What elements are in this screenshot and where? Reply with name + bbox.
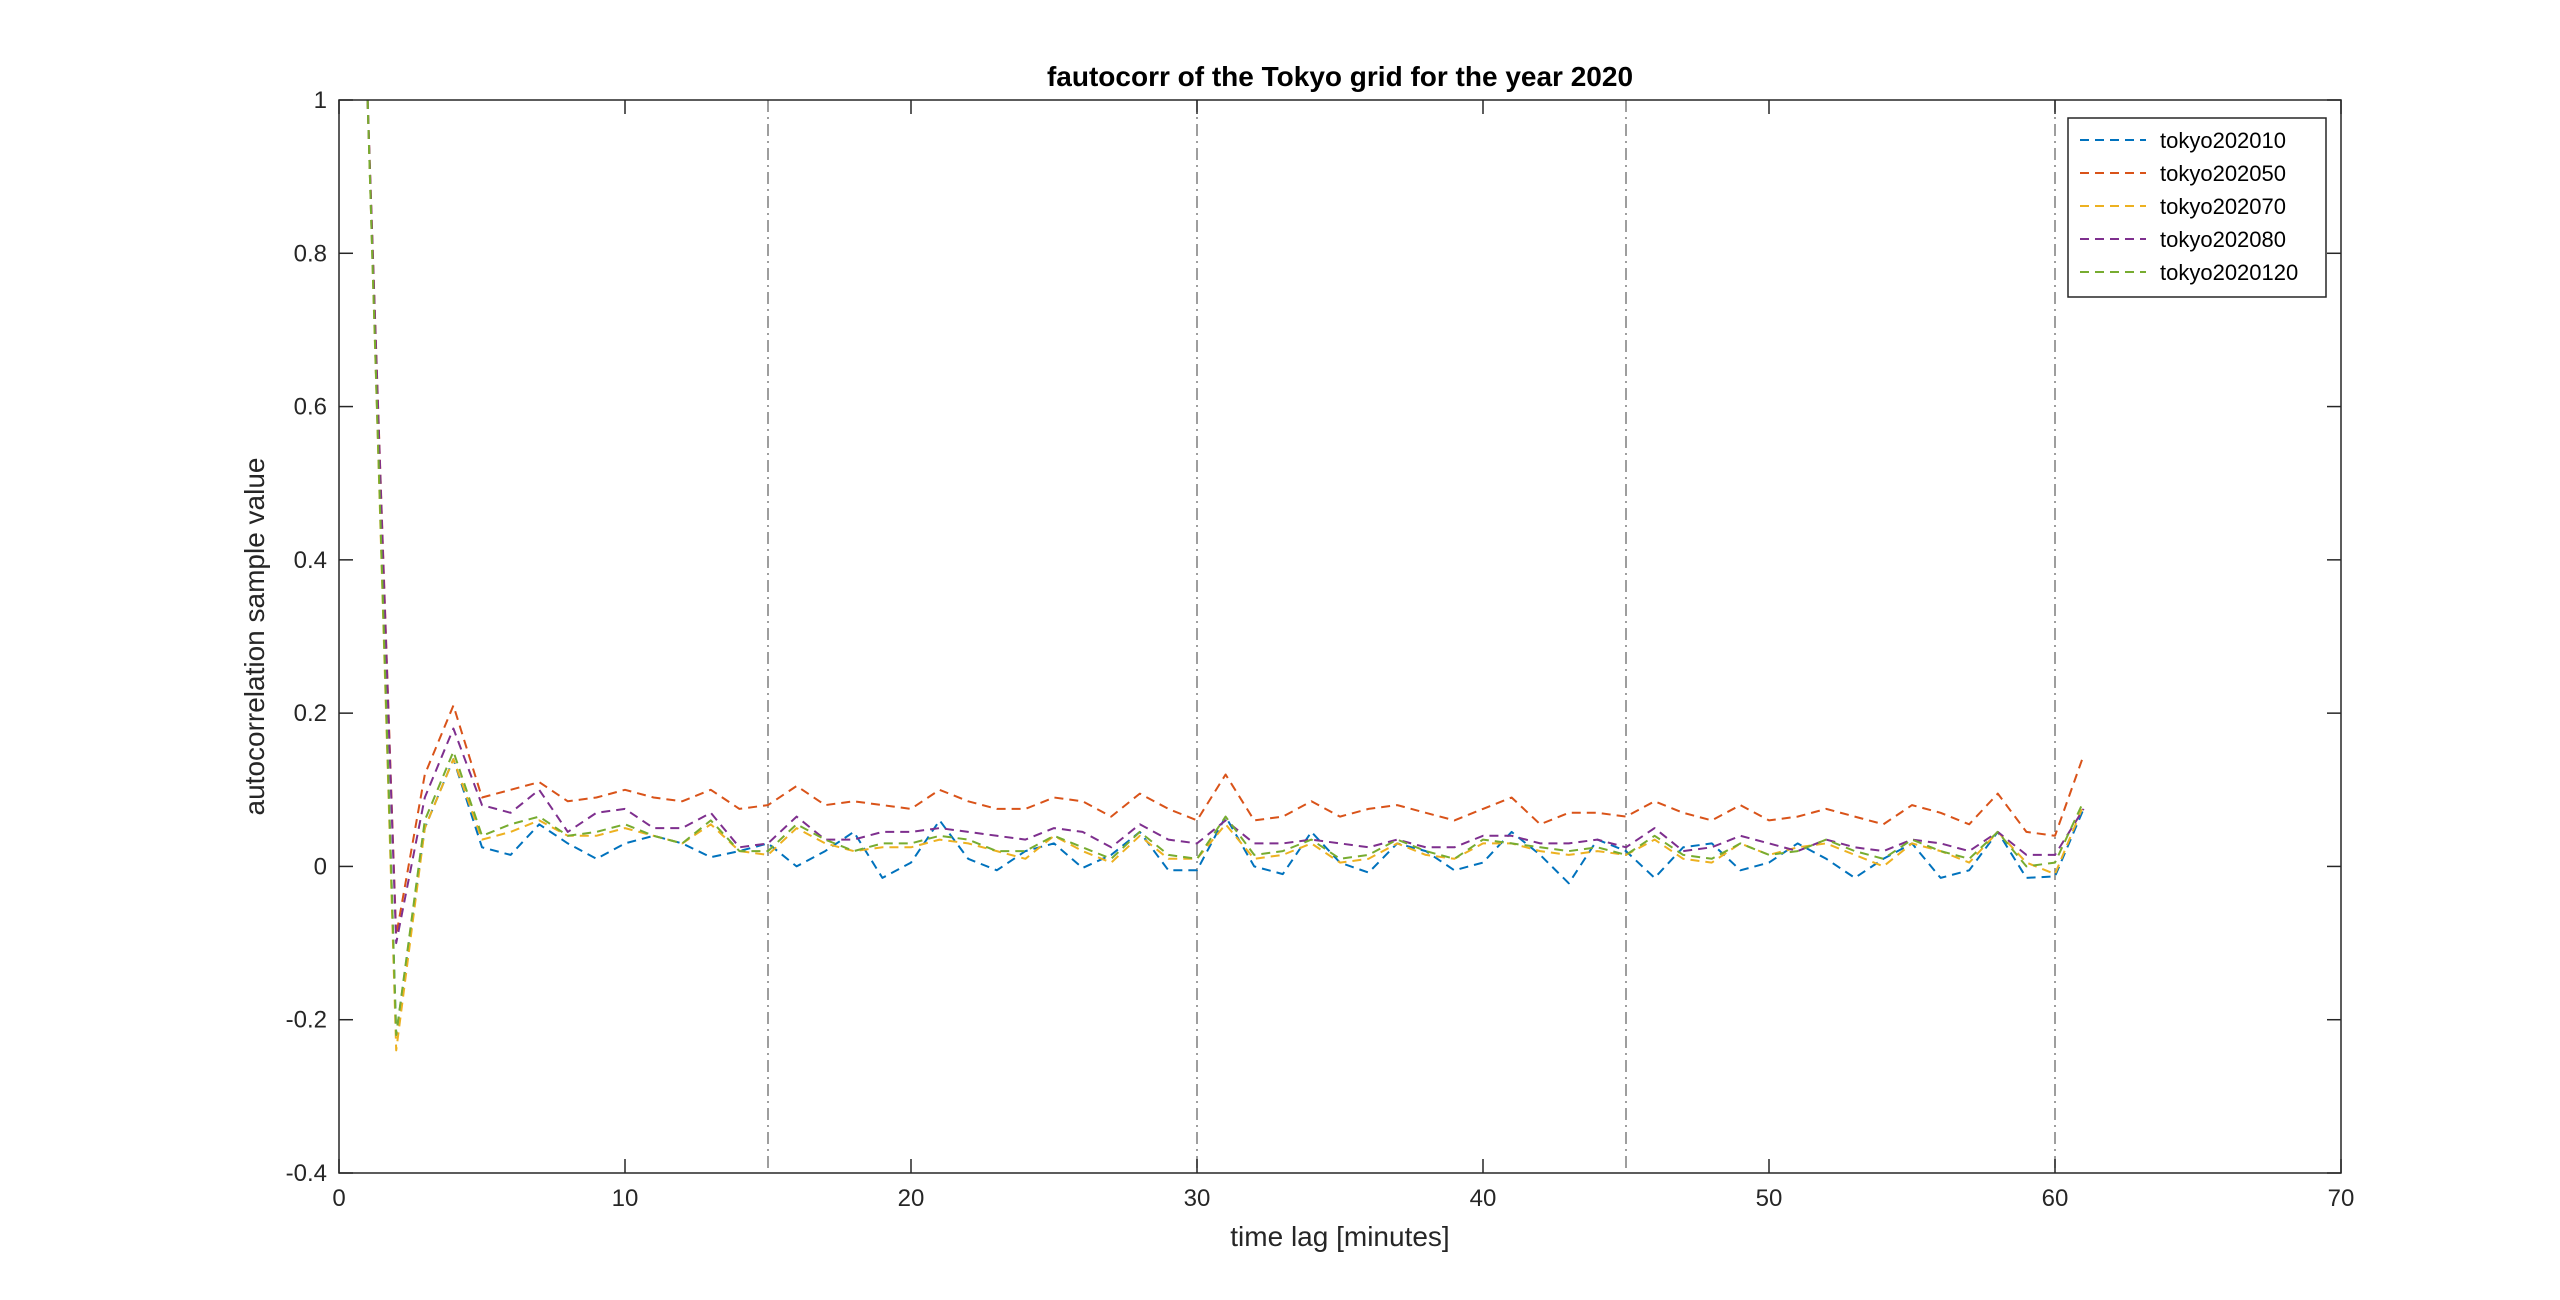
y-tick-label: 0.8 [294, 240, 327, 267]
y-tick-label: -0.4 [286, 1160, 327, 1187]
x-tick-label: 0 [332, 1185, 345, 1212]
x-tick-label: 30 [1184, 1185, 1211, 1212]
x-axis-title: time lag [minutes] [1230, 1221, 1449, 1252]
legend-label: tokyo202010 [2160, 128, 2286, 153]
plot-area [339, 100, 2341, 1173]
legend-label: tokyo2020120 [2160, 260, 2298, 285]
x-tick-label: 70 [2328, 1185, 2355, 1212]
legend-label: tokyo202080 [2160, 227, 2286, 252]
x-tick-label: 40 [1470, 1185, 1497, 1212]
y-tick-label: 0.4 [294, 547, 327, 574]
x-tick-label: 10 [612, 1185, 639, 1212]
chart-title: fautocorr of the Tokyo grid for the year… [1047, 61, 1633, 92]
series-layer [366, 100, 2085, 1052]
legend-label: tokyo202070 [2160, 194, 2286, 219]
axis-ticks: 0 10 20 30 40 50 60 70 -0.4 -0.2 0 0.2 0.4 0.6 0.8 1 [286, 87, 2355, 1212]
series-line-tokyo202070 [366, 100, 2085, 1052]
series-line-tokyo202010 [366, 100, 2085, 1036]
y-tick-label: 0.6 [294, 394, 327, 421]
y-axis-title: autocorrelation sample value [239, 458, 270, 816]
series-line-tokyo202080 [366, 100, 2085, 945]
legend-label: tokyo202050 [2160, 161, 2286, 186]
legend: tokyo202010 tokyo202050 tokyo202070 tokyo20… [2067, 117, 2327, 298]
reference-lines [767, 100, 2056, 1173]
y-tick-label: 0.2 [294, 700, 327, 727]
x-tick-label: 50 [1756, 1185, 1783, 1212]
y-tick-label: -0.2 [286, 1007, 327, 1034]
series-line-tokyo2020120 [366, 100, 2085, 1036]
axes-box [338, 99, 2342, 1174]
y-tick-label: 0 [314, 853, 327, 880]
x-tick-label: 60 [2042, 1185, 2069, 1212]
x-tick-label: 20 [898, 1185, 925, 1212]
series-line-tokyo202050 [366, 100, 2085, 937]
y-tick-label: 1 [314, 87, 327, 114]
legend-box [2067, 117, 2327, 298]
